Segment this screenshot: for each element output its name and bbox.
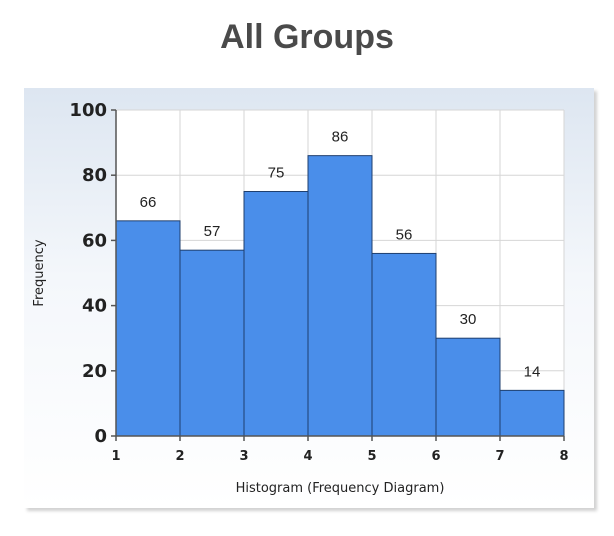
x-axis-title: Histogram (Frequency Diagram) [236, 481, 445, 496]
histogram-bar [115, 220, 181, 437]
bar-data-label: 57 [204, 223, 221, 240]
histogram-bar [371, 252, 437, 437]
histogram-bar [435, 337, 501, 437]
x-tick-label: 1 [111, 449, 120, 464]
data-label-layer: 66 57 75 86 56 30 14 [140, 129, 541, 381]
bar-layer [115, 155, 565, 437]
histogram-bar [179, 249, 245, 437]
bar-data-label: 14 [524, 363, 541, 380]
bar-data-label: 75 [268, 165, 285, 182]
x-tick-label: 4 [303, 449, 312, 464]
x-tick-label: 8 [559, 449, 568, 464]
x-tick-label: 7 [495, 449, 504, 464]
x-tick-label: 6 [431, 449, 440, 464]
y-tick-label: 20 [82, 361, 107, 382]
x-tick-label: 5 [367, 449, 376, 464]
bar-data-label: 56 [396, 226, 413, 243]
x-tick-label: 3 [239, 449, 248, 464]
histogram-bar [499, 389, 565, 437]
x-tick-label: 2 [175, 449, 184, 464]
bar-data-label: 66 [140, 194, 157, 211]
histogram-bar [243, 191, 309, 437]
bar-data-label: 86 [332, 129, 349, 146]
y-axis-title: Frequency [32, 239, 47, 306]
y-tick-label: 40 [82, 296, 107, 317]
y-tick-label: 60 [82, 230, 107, 251]
chart-title: All Groups [220, 18, 394, 56]
y-tick-label: 0 [94, 426, 107, 447]
y-tick-label: 100 [69, 100, 107, 121]
histogram-bar [307, 155, 373, 437]
bar-data-label: 30 [460, 311, 477, 328]
y-tick-label: 80 [82, 165, 107, 186]
